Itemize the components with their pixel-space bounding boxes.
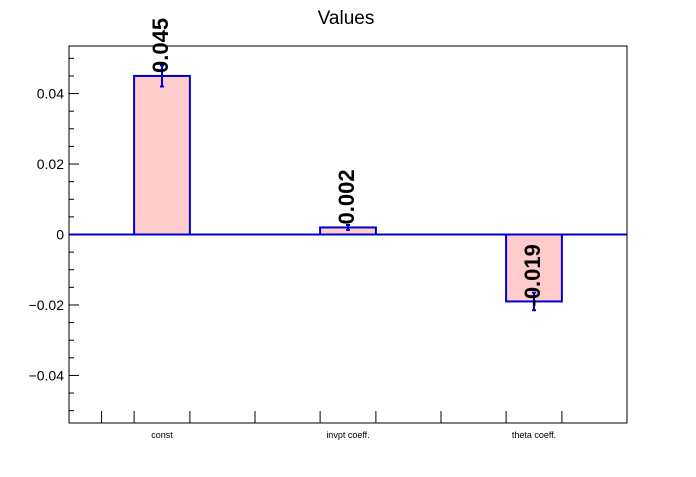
y-tick-label: 0.02 bbox=[37, 156, 64, 172]
value-labels: 0.045 0.002 -0.019 bbox=[148, 18, 545, 307]
value-label: 0.045 bbox=[148, 18, 173, 73]
x-tick-label: const bbox=[151, 430, 173, 440]
y-tick-label: 0 bbox=[56, 227, 64, 243]
x-tick-label: theta coeff. bbox=[512, 430, 556, 440]
value-label: 0.002 bbox=[334, 169, 359, 224]
y-tick-label: −0.02 bbox=[29, 297, 65, 313]
x-axis-labels: const invpt coeff. theta coeff. bbox=[151, 430, 556, 440]
bar bbox=[133, 74, 191, 236]
y-tick-label: −0.04 bbox=[29, 367, 65, 383]
y-axis-ticks: 0.04 0.02 0 −0.02 −0.04 bbox=[29, 57, 79, 412]
x-axis-ticks bbox=[101, 411, 563, 423]
bars bbox=[69, 64, 627, 312]
value-label: -0.019 bbox=[520, 244, 545, 306]
x-tick-label: invpt coeff. bbox=[326, 430, 369, 440]
y-tick-label: 0.04 bbox=[37, 86, 64, 102]
plot-frame bbox=[68, 45, 628, 424]
chart-title: Values bbox=[318, 8, 375, 29]
bar bbox=[505, 233, 563, 303]
